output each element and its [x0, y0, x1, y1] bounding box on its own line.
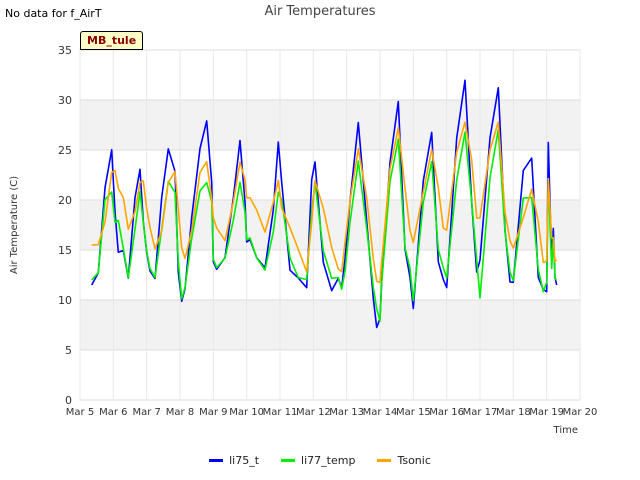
- legend-item-tsonic: Tsonic: [377, 454, 431, 467]
- x-tick-label: Mar 7: [132, 407, 160, 418]
- y-tick-label: 35: [58, 44, 72, 57]
- series-lines: [90, 79, 558, 329]
- plot-band: [80, 300, 580, 350]
- y-tick-label: 0: [65, 394, 72, 407]
- site-label-badge: MB_tule: [80, 31, 144, 50]
- chart-title: Air Temperatures: [264, 4, 376, 19]
- x-tick-label: Mar 17: [463, 407, 498, 418]
- x-tick-label: Mar 5: [66, 407, 94, 418]
- no-data-message: No data for f_AirT: [5, 7, 102, 20]
- x-tick-label: Mar 15: [396, 407, 431, 418]
- x-tick-label: Mar 6: [99, 407, 127, 418]
- x-tick-label: Mar 18: [496, 407, 531, 418]
- series-line-li77_temp: [91, 129, 558, 322]
- y-tick-label: 30: [58, 94, 72, 107]
- x-tick-label: Mar 16: [429, 407, 464, 418]
- y-tick-label: 20: [58, 194, 72, 207]
- x-tick-label: Mar 9: [199, 407, 227, 418]
- legend-swatch-li77_temp: [281, 459, 296, 462]
- x-tick-label: Mar 13: [329, 407, 364, 418]
- x-tick-label: Mar 19: [529, 407, 564, 418]
- plot-band: [80, 100, 580, 150]
- x-axis-label: Time: [553, 425, 578, 436]
- x-tick-label: Mar 14: [363, 407, 398, 418]
- legend-item-li75_t: li75_t: [209, 454, 259, 467]
- y-tick-label: 5: [65, 344, 72, 357]
- legend-swatch-tsonic: [377, 459, 392, 462]
- y-tick-label: 25: [58, 144, 72, 157]
- x-tick-label: Mar 8: [166, 407, 194, 418]
- x-tick-label: Mar 12: [296, 407, 331, 418]
- x-tick-label: Mar 10: [229, 407, 264, 418]
- y-tick-label: 10: [58, 294, 72, 307]
- y-axis-label: Air Temperature (C): [9, 176, 20, 274]
- y-tick-labels: 0 5 10 15 20 25 30 35: [58, 44, 72, 407]
- legend: li75_t li77_temp Tsonic: [0, 454, 640, 467]
- legend-label-li75_t: li75_t: [229, 454, 260, 467]
- series-line-tsonic: [91, 121, 558, 284]
- x-tick-label: Mar 11: [263, 407, 298, 418]
- legend-item-li77_temp: li77_temp: [281, 454, 355, 467]
- x-tick-label: Mar 20: [563, 407, 598, 418]
- legend-label-li77_temp: li77_temp: [301, 454, 356, 467]
- y-tick-label: 15: [58, 244, 72, 257]
- legend-label-tsonic: Tsonic: [397, 454, 431, 467]
- legend-swatch-li75_t: [209, 459, 224, 462]
